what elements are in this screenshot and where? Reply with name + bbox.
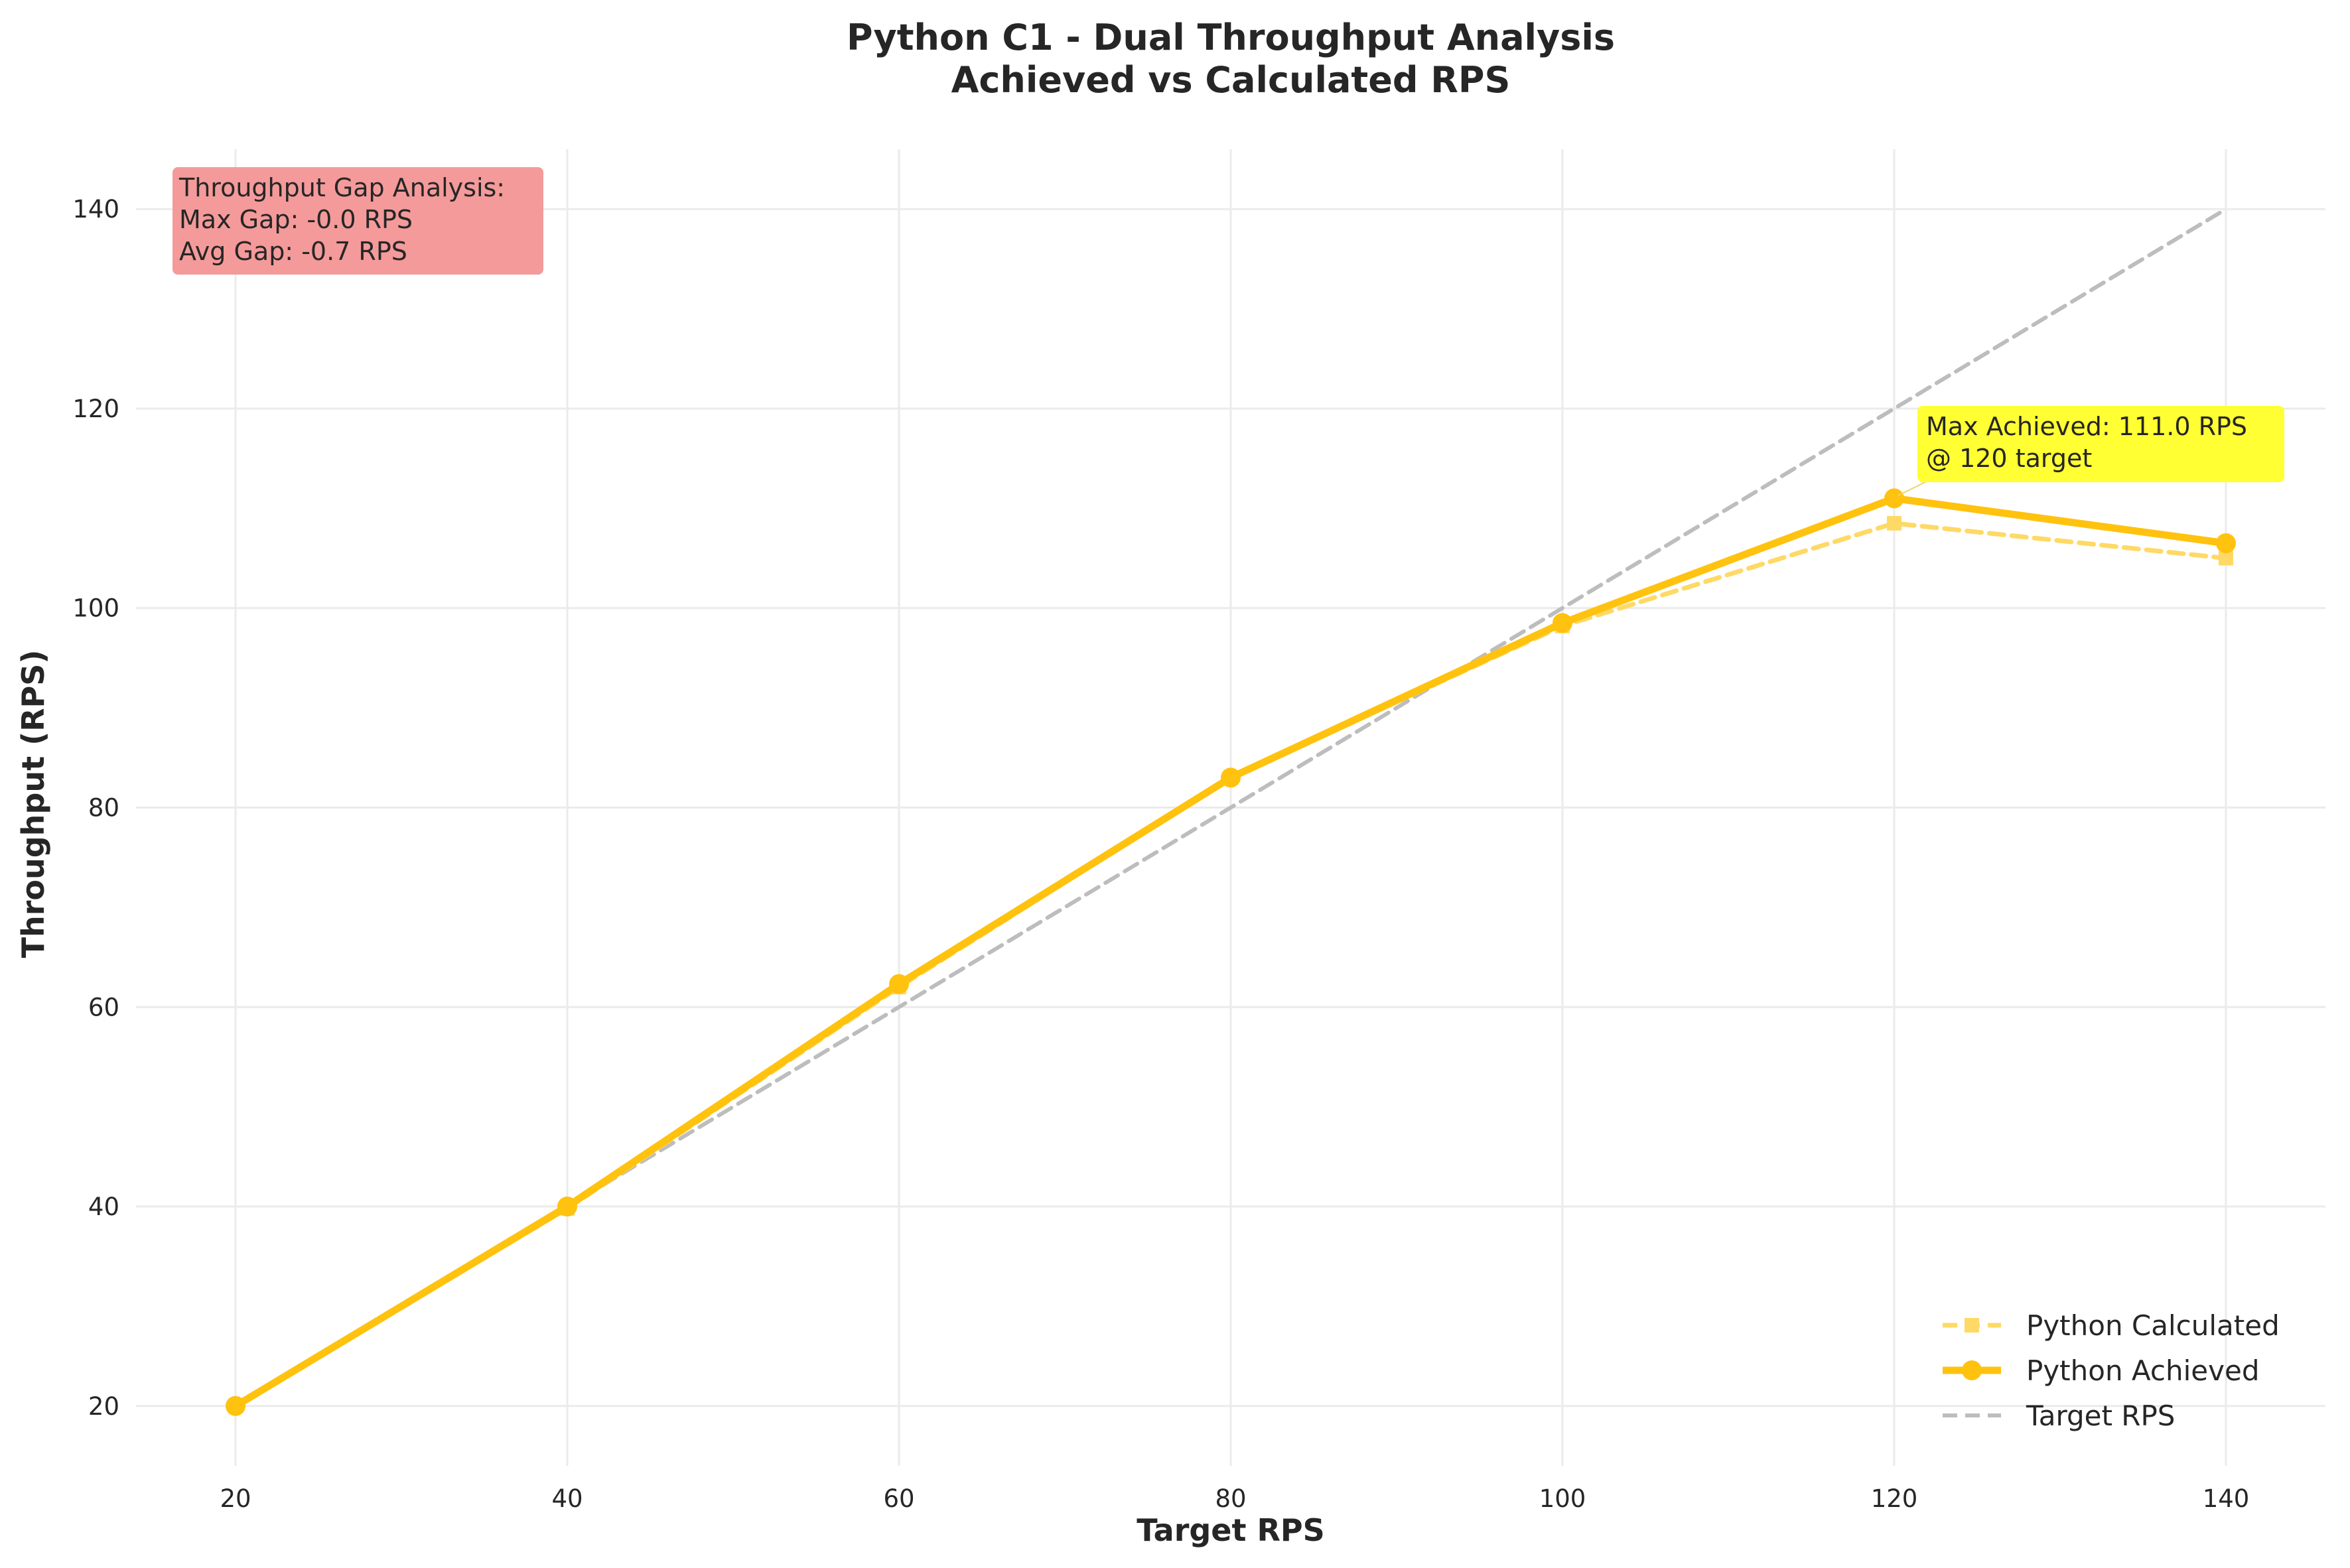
gap-analysis-line-1: Throughput Gap Analysis: [178, 173, 505, 202]
y-axis-ticks: 20 40 60 80 100 120 140 [72, 195, 119, 1421]
legend-item-python-achieved: Python Achieved [1943, 1354, 2260, 1387]
x-tick-label: 140 [2203, 1484, 2250, 1513]
data-point-achieved [2216, 533, 2236, 553]
gap-analysis-line-3: Avg Gap: -0.7 RPS [179, 237, 407, 266]
gap-analysis-line-2: Max Gap: -0.0 RPS [179, 205, 413, 234]
y-tick-label: 120 [72, 395, 119, 423]
gap-analysis-box: Throughput Gap Analysis: Max Gap: -0.0 R… [173, 167, 543, 275]
data-point-achieved [1884, 488, 1904, 509]
data-point-achieved [1221, 767, 1241, 788]
y-tick-label: 80 [88, 794, 119, 822]
data-point-calculated [1887, 515, 1901, 531]
chart-subtitle: Achieved vs Calculated RPS [951, 59, 1511, 101]
x-tick-label: 100 [1539, 1484, 1586, 1513]
y-axis-label: Throughput (RPS) [15, 650, 51, 958]
x-tick-label: 40 [551, 1484, 583, 1513]
x-tick-label: 120 [1871, 1484, 1918, 1513]
legend-marker [1962, 1360, 1982, 1380]
data-point-achieved [1553, 613, 1572, 633]
legend-label: Python Calculated [2026, 1309, 2280, 1342]
legend-label: Python Achieved [2026, 1354, 2260, 1387]
legend-item-python-calculated: Python Calculated [1943, 1309, 2280, 1342]
y-tick-label: 100 [72, 594, 119, 623]
max-achieved-line-2: @ 120 target [1926, 444, 2092, 473]
data-point-calculated [2219, 551, 2233, 566]
x-tick-label: 80 [1215, 1484, 1246, 1513]
x-tick-label: 20 [220, 1484, 251, 1513]
y-tick-label: 60 [88, 993, 119, 1021]
gap-analysis-box-background [173, 167, 543, 275]
x-tick-label: 60 [883, 1484, 914, 1513]
data-point-achieved [557, 1197, 577, 1217]
x-axis-ticks: 20 40 60 80 100 120 140 [220, 1484, 2249, 1513]
series-layer [226, 207, 2236, 1416]
legend: Python Calculated Python Achieved Target R… [1943, 1309, 2280, 1432]
data-point-achieved [889, 974, 909, 994]
max-achieved-box: Max Achieved: 111.0 RPS @ 120 target [1898, 406, 2284, 496]
legend-item-target-rps: Target RPS [1943, 1400, 2175, 1432]
x-axis-label: Target RPS [1137, 1512, 1325, 1548]
y-tick-label: 20 [88, 1392, 119, 1421]
y-tick-label: 40 [88, 1193, 119, 1221]
legend-label: Target RPS [2026, 1400, 2175, 1432]
max-achieved-box-background [1917, 406, 2284, 482]
data-point-achieved [226, 1396, 245, 1416]
legend-marker [1965, 1318, 1979, 1333]
y-tick-label: 140 [72, 195, 119, 224]
max-achieved-line-1: Max Achieved: 111.0 RPS [1926, 412, 2247, 441]
chart-title: Python C1 - Dual Throughput Analysis [847, 17, 1615, 58]
series-python-achieved [226, 488, 2236, 1416]
